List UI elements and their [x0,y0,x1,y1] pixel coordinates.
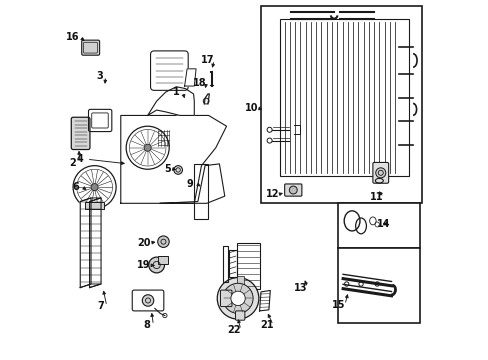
Circle shape [142,295,153,306]
FancyBboxPatch shape [372,162,388,183]
Bar [223,246,228,282]
Text: 19: 19 [137,260,150,270]
Polygon shape [259,291,270,311]
Bar [85,202,104,209]
Text: 7: 7 [97,301,103,311]
Bar [236,243,260,289]
Bar [260,6,421,203]
FancyBboxPatch shape [235,311,244,320]
Polygon shape [89,198,101,288]
Polygon shape [80,198,91,288]
Bar [210,71,212,73]
Text: 13: 13 [294,283,307,293]
Text: 9: 9 [186,179,193,189]
Circle shape [217,278,258,319]
Text: 20: 20 [137,238,150,248]
Text: 10: 10 [244,103,258,113]
FancyBboxPatch shape [71,117,90,149]
Bar [337,248,419,323]
Bar [194,164,207,220]
Text: 22: 22 [227,325,241,335]
Text: 2: 2 [70,158,76,168]
Text: 17: 17 [201,55,214,65]
Polygon shape [121,116,226,203]
Bar [280,19,408,176]
FancyBboxPatch shape [284,184,301,196]
Circle shape [73,166,116,209]
Circle shape [230,291,244,306]
Text: 8: 8 [143,320,150,330]
Polygon shape [184,69,196,86]
Circle shape [144,144,151,151]
Text: 14: 14 [376,219,389,229]
Circle shape [223,283,253,314]
Circle shape [158,236,169,247]
Polygon shape [147,87,194,116]
Text: 3: 3 [96,71,102,81]
Circle shape [148,257,164,273]
FancyBboxPatch shape [150,51,188,90]
Bar [237,276,244,288]
Text: 6: 6 [72,182,79,192]
Text: 4: 4 [77,154,83,164]
Text: 15: 15 [331,300,345,310]
Bar [158,256,168,264]
Text: 16: 16 [66,32,80,41]
Circle shape [126,126,169,169]
Text: 21: 21 [260,320,273,330]
Text: 5: 5 [163,164,170,174]
Circle shape [174,166,182,174]
Circle shape [375,168,385,178]
Text: 1: 1 [173,87,180,97]
Bar [229,250,236,277]
Text: 18: 18 [192,78,206,88]
Text: 11: 11 [370,192,383,202]
Bar [337,203,419,248]
FancyBboxPatch shape [220,290,231,307]
Circle shape [91,184,98,191]
Circle shape [289,186,297,194]
Text: 12: 12 [265,189,279,199]
FancyBboxPatch shape [81,40,100,55]
